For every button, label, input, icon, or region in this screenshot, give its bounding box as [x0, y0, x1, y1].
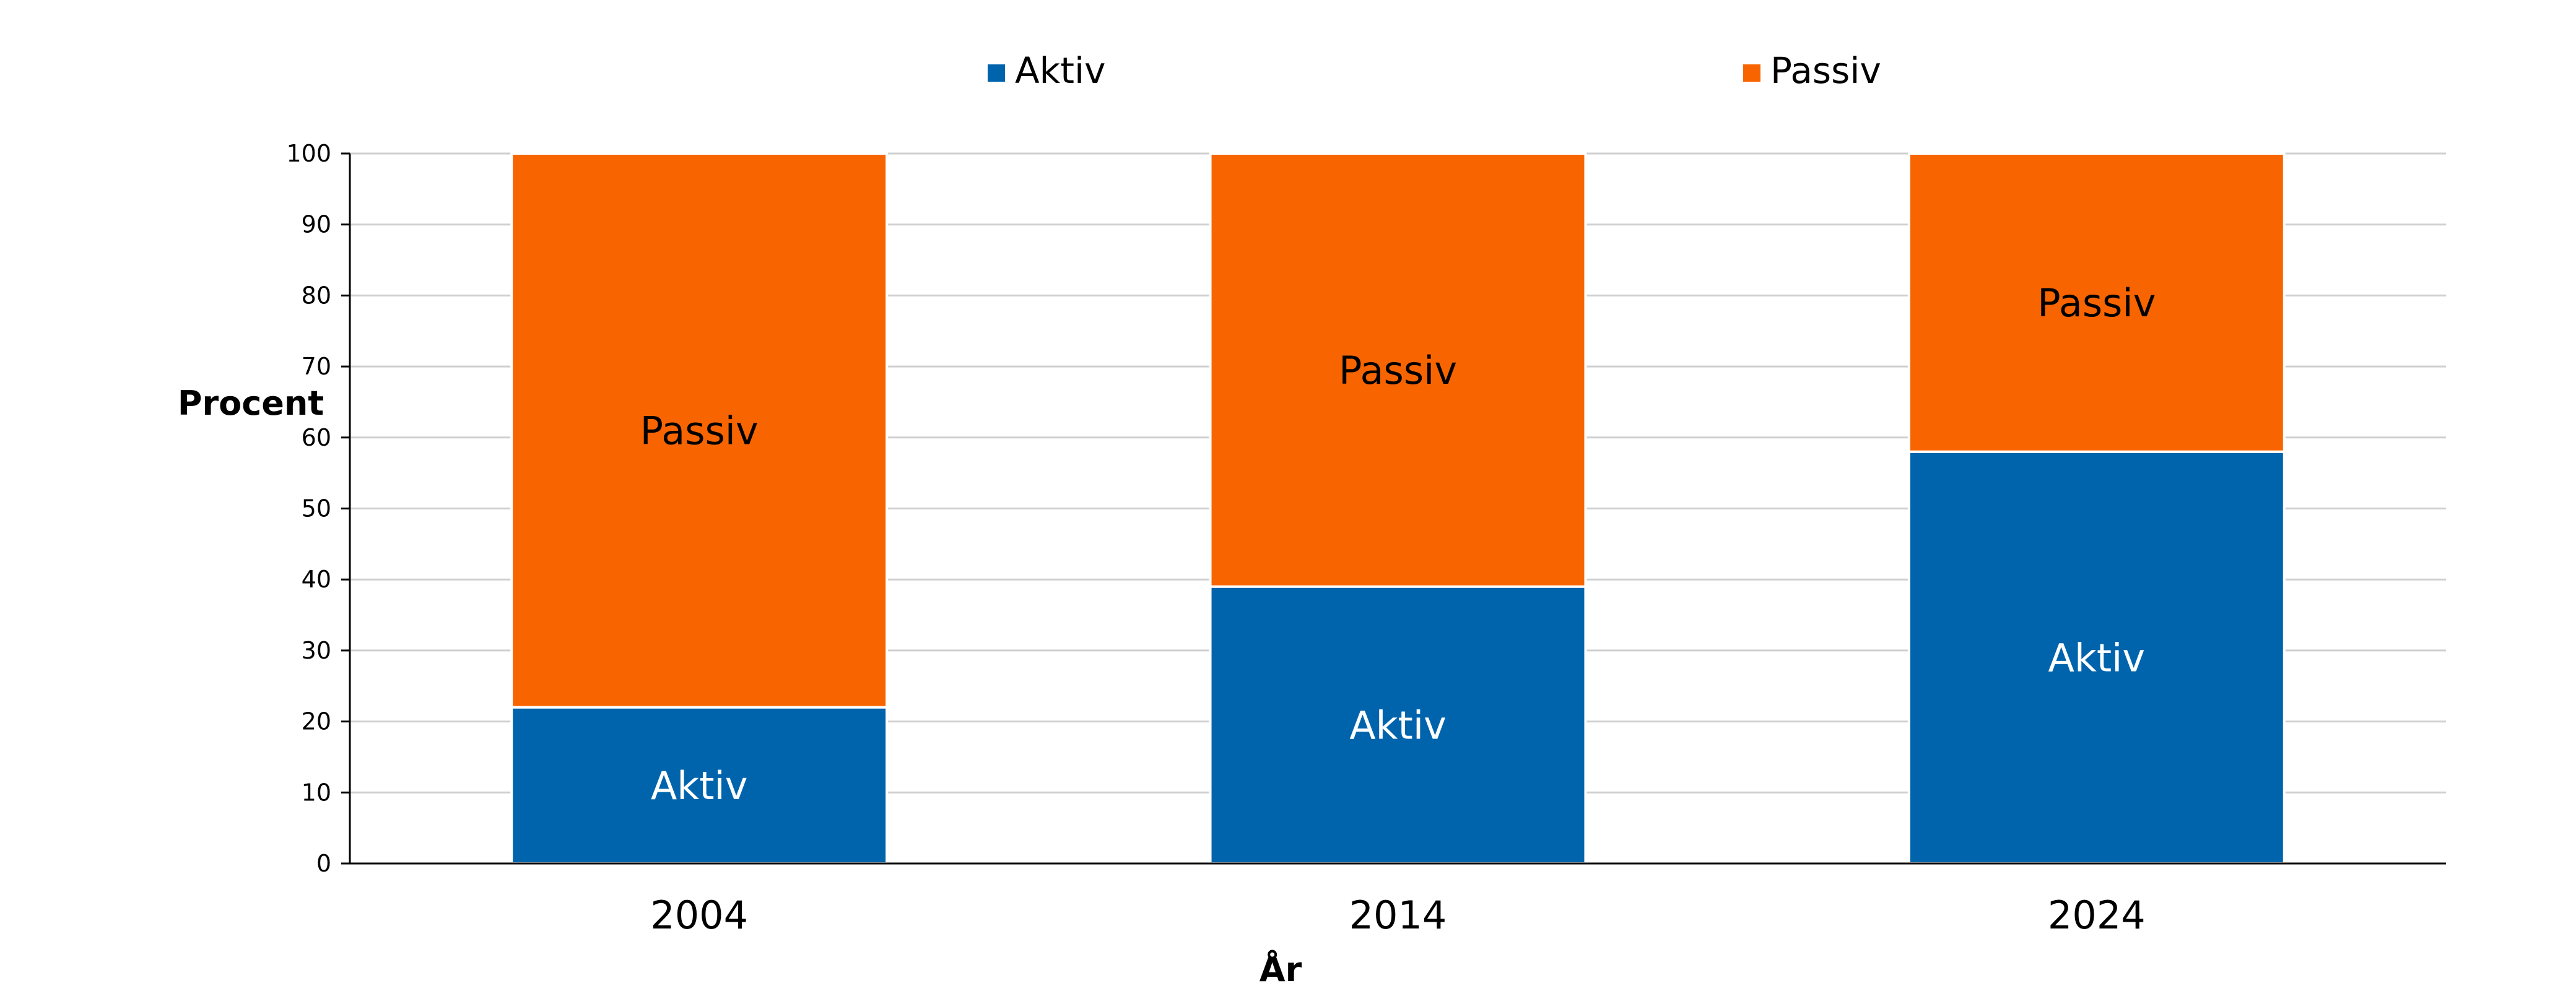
data-label-passiv-2014: Passiv [1339, 348, 1457, 393]
y-tick-label: 50 [302, 495, 331, 522]
y-tick-label: 60 [302, 424, 331, 451]
x-axis-title: År [1260, 950, 1302, 989]
data-label-passiv-2024: Passiv [2037, 280, 2156, 326]
y-tick-label: 10 [302, 779, 331, 806]
bars: Aktiv Passiv Aktiv Passiv Aktiv Passiv [510, 152, 2286, 865]
data-label-aktiv-2024: Aktiv [2048, 635, 2146, 680]
legend: Aktiv Passiv [988, 50, 1881, 92]
y-tick-label: 20 [302, 708, 331, 735]
legend-swatch-aktiv [988, 64, 1005, 82]
y-tick-label: 90 [302, 211, 331, 238]
data-label-passiv-2004: Passiv [640, 408, 759, 453]
x-tick-label: 2004 [650, 893, 748, 938]
axes: 0 10 20 30 40 50 60 70 80 90 100 2004 2014 2024 [286, 140, 2446, 938]
y-tick-label: 80 [302, 282, 331, 309]
y-tick-label: 100 [286, 140, 331, 167]
legend-label-aktiv: Aktiv [1015, 50, 1105, 92]
y-tick-label: 40 [302, 566, 331, 593]
data-label-aktiv-2004: Aktiv [651, 763, 748, 808]
y-tick-label: 70 [302, 353, 331, 380]
y-tick-label: 0 [316, 850, 331, 877]
bar-passiv-2004 [510, 152, 889, 709]
legend-label-passiv: Passiv [1770, 50, 1881, 92]
y-tick-label: 30 [302, 637, 331, 664]
bar-aktiv-2024 [1907, 450, 2286, 865]
bar-passiv-2024 [1907, 152, 2286, 453]
data-label-aktiv-2014: Aktiv [1349, 703, 1447, 748]
x-tick-label: 2014 [1349, 893, 1447, 938]
legend-swatch-passiv [1743, 64, 1760, 82]
y-axis-title: Procent [178, 384, 324, 423]
x-tick-label: 2024 [2048, 893, 2146, 938]
bar-passiv-2014 [1209, 152, 1587, 588]
